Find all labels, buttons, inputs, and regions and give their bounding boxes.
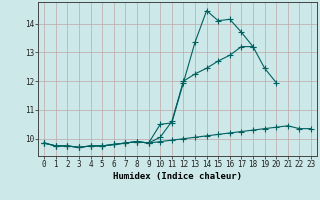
X-axis label: Humidex (Indice chaleur): Humidex (Indice chaleur) [113,172,242,181]
